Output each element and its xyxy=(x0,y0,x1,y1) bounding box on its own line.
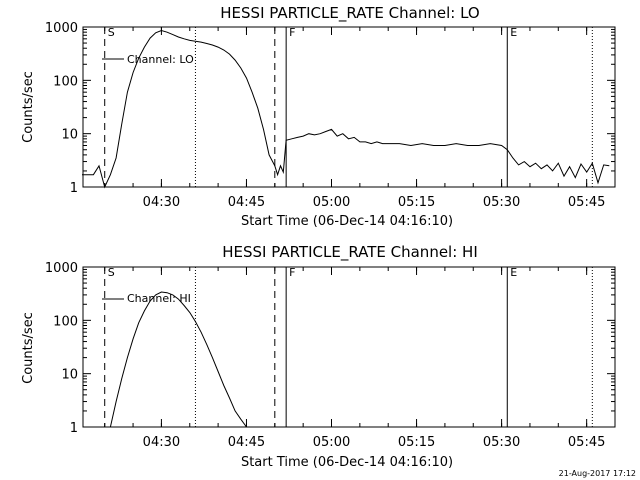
x-tick-label: 05:00 xyxy=(313,435,350,450)
x-tick-label: 04:45 xyxy=(228,195,265,210)
chart-panel-hi: HESSI PARTICLE_RATE Channel: HI Counts/s… xyxy=(21,243,616,470)
series-line xyxy=(82,29,610,189)
event-marker-label: F xyxy=(289,266,295,279)
x-tick-label: 04:30 xyxy=(143,195,180,210)
x-tick-label: 04:45 xyxy=(228,435,265,450)
y-tick-label: 1000 xyxy=(45,21,78,36)
chart-title: HESSI PARTICLE_RATE Channel: HI xyxy=(222,243,478,262)
y-axis-label: Counts/sec xyxy=(21,71,36,143)
y-tick-label: 1 xyxy=(70,421,78,436)
y-tick-label: 100 xyxy=(53,74,78,89)
x-tick-label: 05:15 xyxy=(398,195,435,210)
series-line xyxy=(109,291,247,428)
legend-label: Channel: LO xyxy=(127,53,194,66)
x-tick-label: 05:00 xyxy=(313,195,350,210)
event-marker-label: S xyxy=(108,266,115,279)
x-axis-label: Start Time (06-Dec-14 04:16:10) xyxy=(241,455,453,470)
x-tick-label: 05:30 xyxy=(483,195,520,210)
x-tick-label: 05:45 xyxy=(568,195,605,210)
chart-title: HESSI PARTICLE_RATE Channel: LO xyxy=(220,4,479,23)
x-tick-label: 05:30 xyxy=(483,435,520,450)
x-axis-label: Start Time (06-Dec-14 04:16:10) xyxy=(241,214,453,229)
event-marker-label: S xyxy=(108,26,115,39)
y-tick-label: 1000 xyxy=(45,261,78,276)
y-axis-label: Counts/sec xyxy=(21,312,36,384)
y-tick-label: 100 xyxy=(53,314,78,329)
y-tick-label: 10 xyxy=(61,368,78,383)
event-marker-label: F xyxy=(289,26,295,39)
plot-frame xyxy=(82,266,616,428)
chart-panel-lo: HESSI PARTICLE_RATE Channel: LO Counts/s… xyxy=(21,4,616,229)
x-tick-label: 04:30 xyxy=(143,435,180,450)
legend-label: Channel: HI xyxy=(127,292,191,305)
x-tick-label: 05:15 xyxy=(398,435,435,450)
y-tick-label: 10 xyxy=(61,128,78,143)
event-marker-label: E xyxy=(510,266,517,279)
y-tick-label: 1 xyxy=(70,181,78,196)
timestamp: 21-Aug-2017 17:12 xyxy=(559,469,636,478)
plot-frame xyxy=(82,26,616,188)
event-marker-label: E xyxy=(510,26,517,39)
x-tick-label: 05:45 xyxy=(568,435,605,450)
